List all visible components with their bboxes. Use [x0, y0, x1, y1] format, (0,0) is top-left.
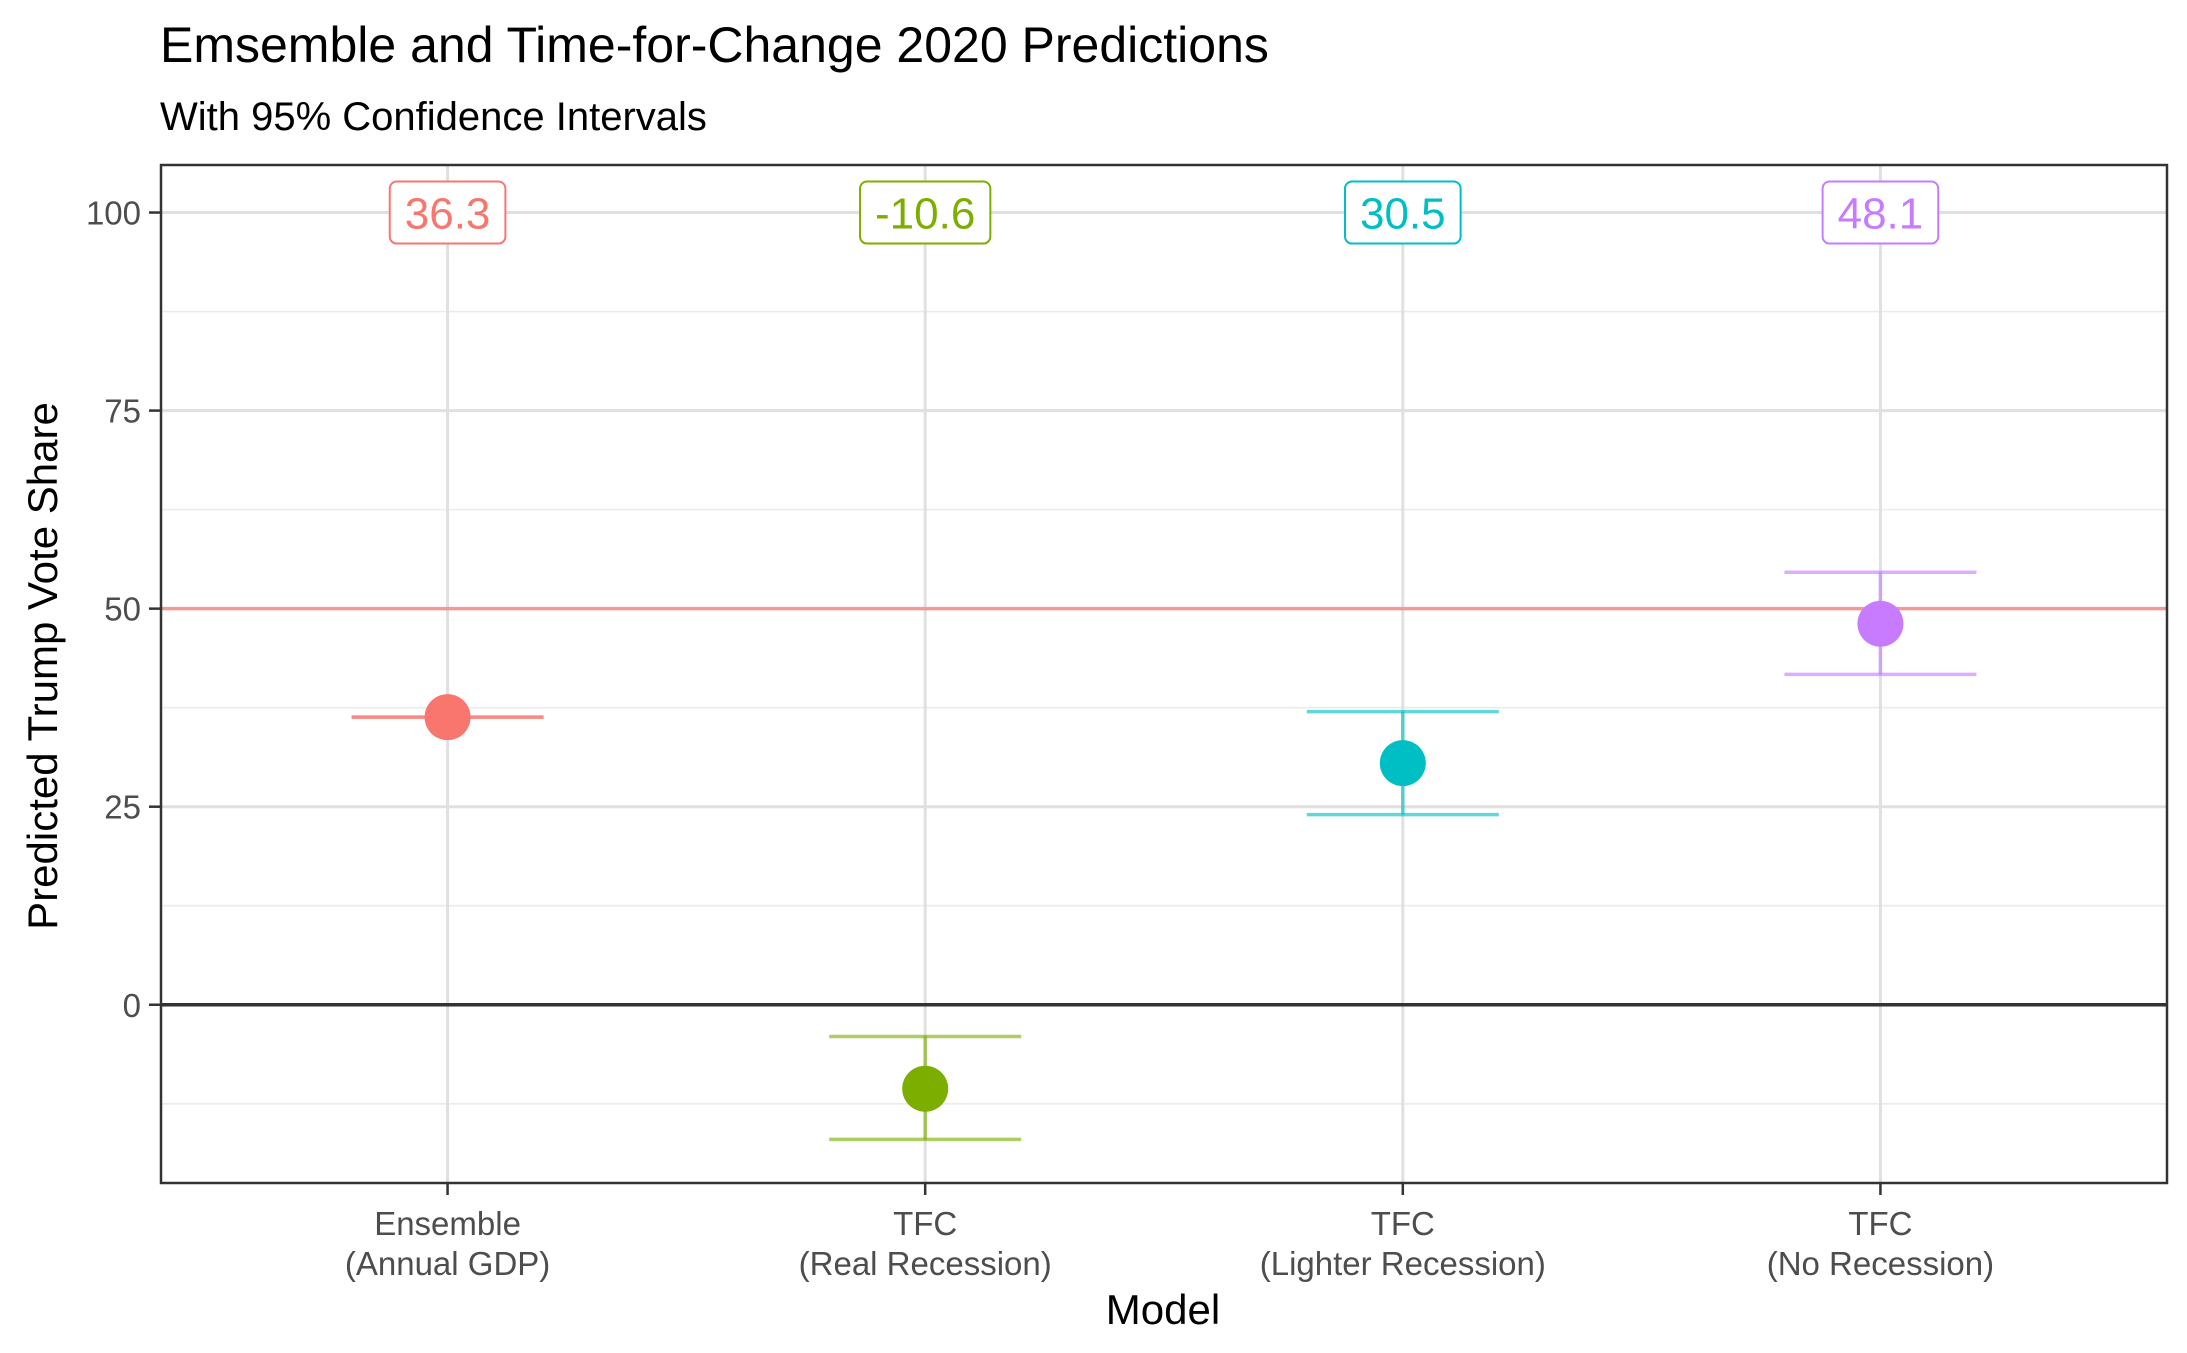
x-tick-label-line: Ensemble [374, 1205, 521, 1242]
value-label: 36.3 [388, 180, 507, 245]
y-tick-label: 75 [104, 393, 141, 430]
plot-panel-border [159, 163, 2169, 1185]
y-tick-label: 0 [123, 987, 141, 1024]
y-tick-label: 100 [86, 195, 141, 232]
value-label-text: 48.1 [1838, 190, 1924, 239]
y-axis-title: Predicted Trump Vote Share [19, 402, 66, 930]
model-estimate [1784, 570, 1977, 677]
chart-subtitle: With 95% Confidence Intervals [160, 95, 707, 139]
value-label: 48.1 [1821, 180, 1940, 245]
point-estimate [1857, 600, 1904, 647]
x-tick-label-line: TFC [1848, 1205, 1912, 1242]
plot-area: 36.3 -10.6 30.5 48.1 0 25 50 75 100 Ensemble (Annu… [86, 163, 2169, 1282]
x-tick-label-line: TFC [1371, 1205, 1435, 1242]
x-tick-label-line: (No Recession) [1767, 1245, 1994, 1282]
x-tick-label: TFC (Lighter Recession) [1260, 1205, 1546, 1282]
value-label: 30.5 [1343, 180, 1462, 245]
point-estimate [902, 1065, 949, 1112]
x-tick-label: TFC (No Recession) [1767, 1205, 1994, 1282]
point-estimate [424, 694, 471, 741]
value-label: -10.6 [859, 180, 992, 245]
y-tick-label: 50 [104, 591, 141, 628]
x-tick-label: Ensemble (Annual GDP) [345, 1205, 550, 1282]
value-label-text: 30.5 [1360, 190, 1446, 239]
model-estimate [829, 1034, 1022, 1142]
y-tick-label: 25 [104, 789, 141, 826]
x-tick-label-line: TFC [893, 1205, 957, 1242]
value-label-box [1343, 180, 1462, 245]
chart-title: Emsemble and Time-for-Change 2020 Predic… [160, 17, 1269, 73]
point-estimate [1379, 740, 1426, 787]
x-tick-label-line: (Real Recession) [799, 1245, 1052, 1282]
x-tick-label-line: (Lighter Recession) [1260, 1245, 1546, 1282]
value-label-box [859, 180, 992, 245]
value-label-text: 36.3 [405, 190, 491, 239]
value-label-text: -10.6 [875, 190, 975, 239]
x-tick-label-line: (Annual GDP) [345, 1245, 550, 1282]
model-estimate [1306, 709, 1499, 817]
x-axis-title: Model [1106, 1286, 1220, 1333]
value-label-box [388, 180, 507, 245]
x-tick-label: TFC (Real Recession) [799, 1205, 1052, 1282]
value-label-box [1821, 180, 1940, 245]
model-estimate [351, 694, 544, 741]
